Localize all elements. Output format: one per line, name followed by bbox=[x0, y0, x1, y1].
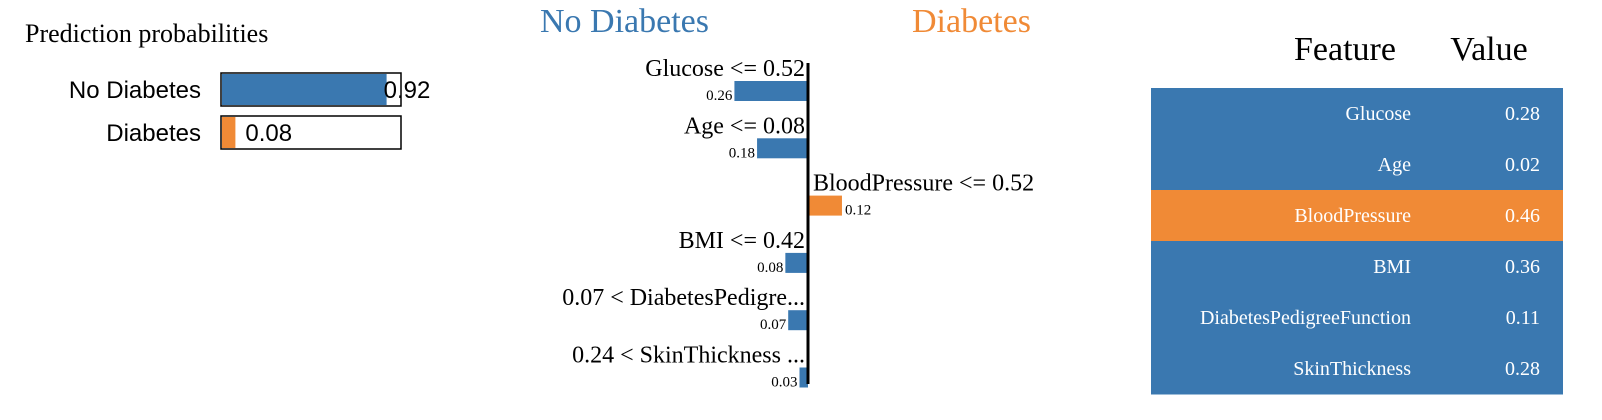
prediction-label: Diabetes bbox=[106, 120, 201, 147]
table-row bbox=[1151, 190, 1563, 242]
table-cell-value: 0.11 bbox=[1506, 307, 1540, 329]
table-cell-feature: Glucose bbox=[1345, 103, 1411, 125]
table-row bbox=[1151, 139, 1563, 191]
feature-condition-label: 0.24 < SkinThickness ... bbox=[572, 343, 805, 369]
table-header-value: Value bbox=[1450, 31, 1527, 68]
prediction-probabilities-panel: Prediction probabilities No Diabetes 0.92… bbox=[25, 19, 431, 150]
prediction-label: No Diabetes bbox=[69, 77, 201, 104]
feature-condition-label: Age <= 0.08 bbox=[684, 113, 805, 139]
table-cell-value: 0.36 bbox=[1505, 256, 1540, 278]
prediction-bar-fill bbox=[222, 117, 236, 148]
table-row bbox=[1151, 88, 1563, 140]
table-cell-value: 0.46 bbox=[1505, 205, 1540, 227]
contribution-value-label: 0.03 bbox=[771, 375, 797, 391]
feature-contribution-bar bbox=[799, 367, 808, 388]
table-cell-feature: DiabetesPedigreeFunction bbox=[1200, 307, 1411, 329]
contribution-value-label: 0.18 bbox=[729, 145, 755, 161]
table-cell-value: 0.02 bbox=[1505, 154, 1540, 176]
contribution-value-label: 0.26 bbox=[706, 88, 733, 104]
left-class-label: No Diabetes bbox=[540, 3, 709, 40]
table-row bbox=[1151, 343, 1563, 395]
prediction-value: 0.08 bbox=[245, 120, 292, 147]
contribution-value-label: 0.07 bbox=[760, 317, 787, 333]
table-row bbox=[1151, 292, 1563, 344]
feature-condition-label: 0.07 < DiabetesPedigre... bbox=[562, 285, 805, 311]
feature-condition-label: Glucose <= 0.52 bbox=[645, 56, 805, 82]
table-cell-feature: BMI bbox=[1373, 256, 1411, 278]
table-cell-feature: BloodPressure bbox=[1294, 205, 1411, 227]
feature-contribution-bar bbox=[788, 310, 808, 331]
table-cell-feature: Age bbox=[1378, 154, 1411, 176]
table-row bbox=[1151, 241, 1563, 293]
right-class-label: Diabetes bbox=[912, 3, 1031, 40]
prediction-value: 0.92 bbox=[384, 77, 431, 104]
feature-condition-label: BMI <= 0.42 bbox=[679, 228, 805, 254]
table-header-feature: Feature bbox=[1294, 31, 1396, 68]
prediction-bar-frame bbox=[220, 115, 402, 150]
feature-contribution-bar bbox=[808, 195, 842, 216]
feature-contribution-bar bbox=[757, 138, 808, 159]
contribution-value-label: 0.08 bbox=[757, 260, 783, 276]
feature-contribution-bar bbox=[785, 252, 808, 273]
table-cell-feature: SkinThickness bbox=[1293, 358, 1411, 380]
prediction-bar-fill bbox=[222, 74, 387, 105]
table-cell-value: 0.28 bbox=[1505, 103, 1540, 125]
feature-contribution-bar bbox=[734, 81, 808, 101]
explanation-chart: No Diabetes Diabetes Glucose <= 0.52 0.26… bbox=[540, 3, 1034, 391]
feature-value-table: Feature Value Glucose 0.28 Age 0.02 BloodPre… bbox=[1151, 31, 1563, 395]
prediction-title: Prediction probabilities bbox=[25, 19, 268, 48]
contribution-value-label: 0.12 bbox=[845, 203, 871, 219]
feature-condition-label: BloodPressure <= 0.52 bbox=[813, 171, 1034, 197]
table-cell-value: 0.28 bbox=[1505, 358, 1540, 380]
